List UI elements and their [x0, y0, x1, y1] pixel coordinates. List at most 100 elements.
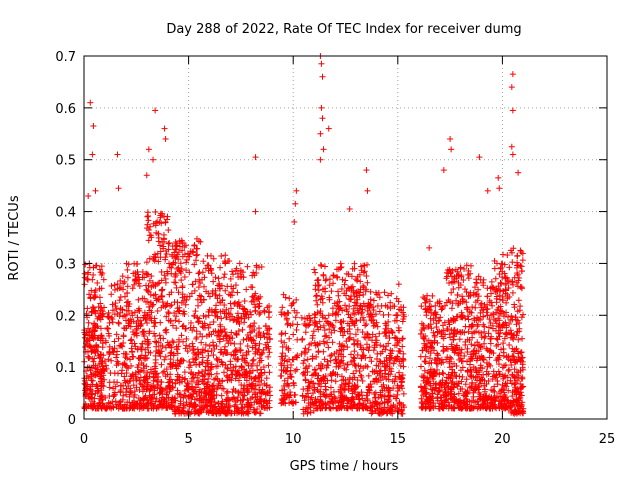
data-point — [166, 260, 173, 267]
data-point — [106, 319, 113, 326]
data-point — [166, 239, 173, 246]
data-point — [114, 285, 121, 292]
data-point — [165, 240, 172, 247]
data-point — [282, 353, 289, 360]
data-point — [332, 356, 339, 363]
data-point — [117, 294, 124, 301]
data-point — [154, 218, 161, 225]
data-point — [114, 311, 121, 318]
data-point — [240, 336, 247, 343]
data-point — [111, 338, 118, 345]
data-point — [124, 290, 131, 297]
data-point — [159, 394, 166, 401]
x-tick-label: 5 — [184, 432, 192, 447]
data-point — [319, 73, 326, 80]
data-point — [87, 403, 94, 410]
data-point — [448, 146, 455, 153]
data-point — [440, 347, 447, 354]
data-point — [153, 343, 160, 350]
data-point — [133, 277, 140, 284]
data-point — [96, 294, 103, 301]
data-point — [160, 335, 167, 342]
data-point — [448, 305, 455, 312]
data-point — [465, 316, 472, 323]
data-point — [84, 341, 91, 348]
data-point — [183, 342, 190, 349]
data-point — [418, 363, 425, 370]
data-point — [279, 350, 286, 357]
y-tick-label: 0.4 — [55, 206, 76, 221]
data-point — [244, 343, 251, 350]
data-point — [128, 373, 135, 380]
data-point — [144, 209, 151, 216]
data-point — [115, 335, 122, 342]
data-point — [193, 252, 200, 259]
data-point — [279, 343, 286, 350]
data-point — [90, 123, 97, 130]
data-point — [186, 358, 193, 365]
data-point — [168, 289, 175, 296]
data-point — [160, 403, 167, 410]
data-point — [237, 340, 244, 347]
data-point — [368, 404, 375, 411]
data-point — [313, 292, 320, 299]
data-point — [143, 172, 150, 179]
data-point — [147, 291, 154, 298]
data-point — [129, 312, 136, 319]
data-point — [102, 394, 109, 401]
data-point — [462, 381, 469, 388]
data-point — [354, 377, 361, 384]
data-point — [152, 371, 159, 378]
data-point — [123, 317, 130, 324]
data-point — [138, 360, 145, 367]
data-point — [321, 333, 328, 340]
data-point — [86, 335, 93, 342]
data-point — [519, 257, 526, 264]
data-point — [110, 385, 117, 392]
data-point — [359, 377, 366, 384]
data-point — [491, 265, 498, 272]
data-point — [100, 383, 107, 390]
data-point — [144, 355, 151, 362]
data-point — [134, 345, 141, 352]
data-point — [131, 331, 138, 338]
data-point — [126, 399, 133, 406]
data-point — [157, 242, 164, 249]
data-point — [83, 336, 90, 343]
data-point — [92, 262, 99, 269]
data-point — [89, 304, 96, 311]
x-tick-label: 15 — [390, 432, 407, 447]
data-point — [148, 400, 155, 407]
data-point — [345, 284, 352, 291]
data-point — [126, 393, 133, 400]
data-point — [128, 362, 135, 369]
data-point — [94, 315, 101, 322]
data-point — [165, 227, 172, 234]
data-point — [427, 315, 434, 322]
data-point — [325, 344, 332, 351]
data-point — [371, 391, 378, 398]
data-point — [338, 325, 345, 332]
data-point — [421, 367, 428, 374]
data-point — [132, 369, 139, 376]
data-point — [98, 360, 105, 367]
data-point — [100, 276, 107, 283]
data-point — [81, 274, 88, 281]
data-point — [100, 310, 107, 317]
data-point — [117, 277, 124, 284]
data-point — [137, 380, 144, 387]
data-point — [486, 354, 493, 361]
data-point — [151, 384, 158, 391]
data-point — [131, 340, 138, 347]
data-point — [81, 403, 88, 410]
data-point — [130, 353, 137, 360]
data-point — [359, 352, 366, 359]
data-point — [115, 320, 122, 327]
data-point — [163, 313, 170, 320]
data-point — [93, 371, 100, 378]
data-point — [164, 339, 171, 346]
data-point — [148, 273, 155, 280]
data-point — [229, 389, 236, 396]
data-point — [152, 338, 159, 345]
data-point — [351, 341, 358, 348]
